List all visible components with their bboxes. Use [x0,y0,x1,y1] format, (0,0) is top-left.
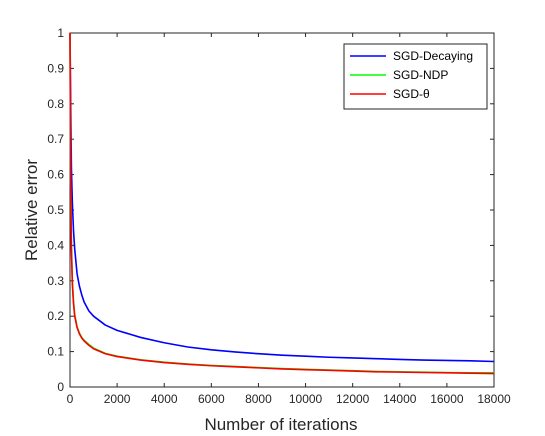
y-tick-label: 0.2 [47,309,64,323]
legend-box [343,43,488,110]
series-line-0 [69,32,495,363]
x-tick-label: 0 [67,392,74,406]
y-tick-label: 0.3 [47,274,64,288]
y-tick-label: 0 [57,380,64,394]
x-axis-title: Number of iterations [204,415,357,434]
x-tick-label: 14000 [383,392,417,406]
y-tick-label: 0.4 [47,238,64,252]
y-tick-label: 0.1 [47,345,64,359]
x-tick-label: 16000 [430,392,464,406]
y-tick-label: 0.6 [47,168,64,182]
y-axis-title: Relative error [22,159,41,261]
y-tick-label: 0.9 [47,61,64,75]
y-tick-label: 0.7 [47,132,64,146]
legend-label: SGD-θ [393,87,430,101]
legend: SGD-Decaying SGD-NDP SGD-θ [343,43,488,110]
y-tick-label: 1 [57,26,64,40]
y-tick-label: 0.8 [47,97,64,111]
y-tick-label: 0.5 [47,203,64,217]
x-tick-label: 18000 [477,392,511,406]
x-tick-label: 8000 [245,392,272,406]
x-tick-label: 12000 [336,392,370,406]
x-tick-label: 6000 [198,392,225,406]
legend-label: SGD-Decaying [393,49,473,63]
legend-label: SGD-NDP [393,68,448,82]
series-line-2 [69,32,495,375]
x-tick-label: 4000 [151,392,178,406]
x-tick-label: 2000 [104,392,131,406]
x-tick-label: 10000 [289,392,323,406]
